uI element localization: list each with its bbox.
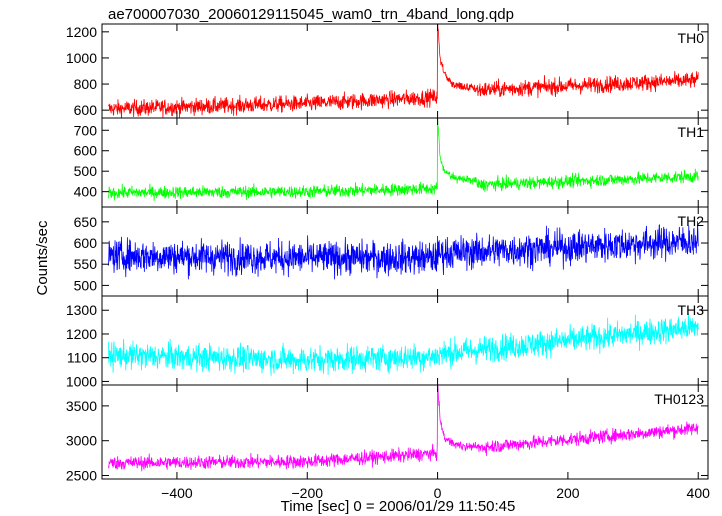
y-tick-label: 400 — [74, 184, 98, 200]
panel-label-th0: TH0 — [678, 30, 705, 46]
y-tick-label: 600 — [74, 235, 98, 251]
y-tick-label: 1000 — [66, 50, 97, 66]
y-tick-label: 500 — [74, 277, 98, 293]
panel-label-th2: TH2 — [678, 213, 705, 229]
panel-th0: 600 800 1000 1200 TH0 — [66, 23, 709, 119]
y-tick-label: 600 — [74, 143, 98, 159]
y-tick-label: 1100 — [67, 350, 97, 366]
y-tick-label: 3500 — [66, 398, 97, 414]
panel-th0123: 2500 3000 3500 TH0123 — [66, 384, 709, 484]
y-tick-label: 600 — [74, 102, 98, 118]
x-tick-label: 0 — [434, 485, 442, 501]
series-th2-line — [108, 221, 699, 280]
x-axis-title: Time [sec] 0 = 2006/01/29 11:50:45 — [281, 498, 516, 515]
plot-title: ae700007030_20060129115045_wam0_trn_4ban… — [108, 6, 514, 23]
y-tick-label: 500 — [74, 163, 98, 179]
panel-label-th1: TH1 — [678, 124, 705, 140]
x-tick-label: −200 — [291, 485, 323, 501]
y-tick-label: 1000 — [66, 373, 97, 389]
series-th0123-line — [108, 385, 699, 472]
series-th0-line — [108, 24, 699, 118]
x-tick-label: 400 — [687, 485, 711, 501]
y-tick-label: 550 — [74, 256, 98, 272]
panel-th2: 500 550 600 650 TH2 — [74, 206, 709, 297]
y-tick-label: 2500 — [66, 468, 97, 484]
x-axis: −400 −200 0 200 400 — [161, 485, 710, 501]
y-tick-label: 650 — [74, 214, 98, 230]
panel-th1: 400 500 600 700 TH1 — [74, 117, 709, 208]
panel-frame — [101, 384, 709, 480]
x-tick-label: −400 — [161, 485, 193, 501]
panels-group: 600 800 1000 1200 TH0 400 500 600 700 TH1 500 550 60… — [66, 23, 709, 484]
y-tick-label: 800 — [74, 76, 98, 92]
y-tick-label: 700 — [74, 122, 98, 138]
panel-frame — [101, 23, 709, 119]
panel-th3: 1000 1100 1200 1300 TH3 — [66, 295, 709, 389]
series-th1-line — [108, 118, 699, 201]
y-tick-label: 1300 — [66, 302, 97, 318]
series-th3-line — [108, 313, 699, 376]
panel-frame — [101, 295, 709, 386]
x-tick-label: 200 — [556, 485, 580, 501]
y-tick-label: 1200 — [66, 24, 97, 40]
y-axis-title: Counts/sec — [34, 220, 51, 296]
y-tick-label: 3000 — [66, 433, 97, 449]
panel-label-th0123: TH0123 — [654, 391, 704, 407]
y-tick-label: 1200 — [66, 326, 97, 342]
panel-label-th3: TH3 — [678, 302, 705, 318]
